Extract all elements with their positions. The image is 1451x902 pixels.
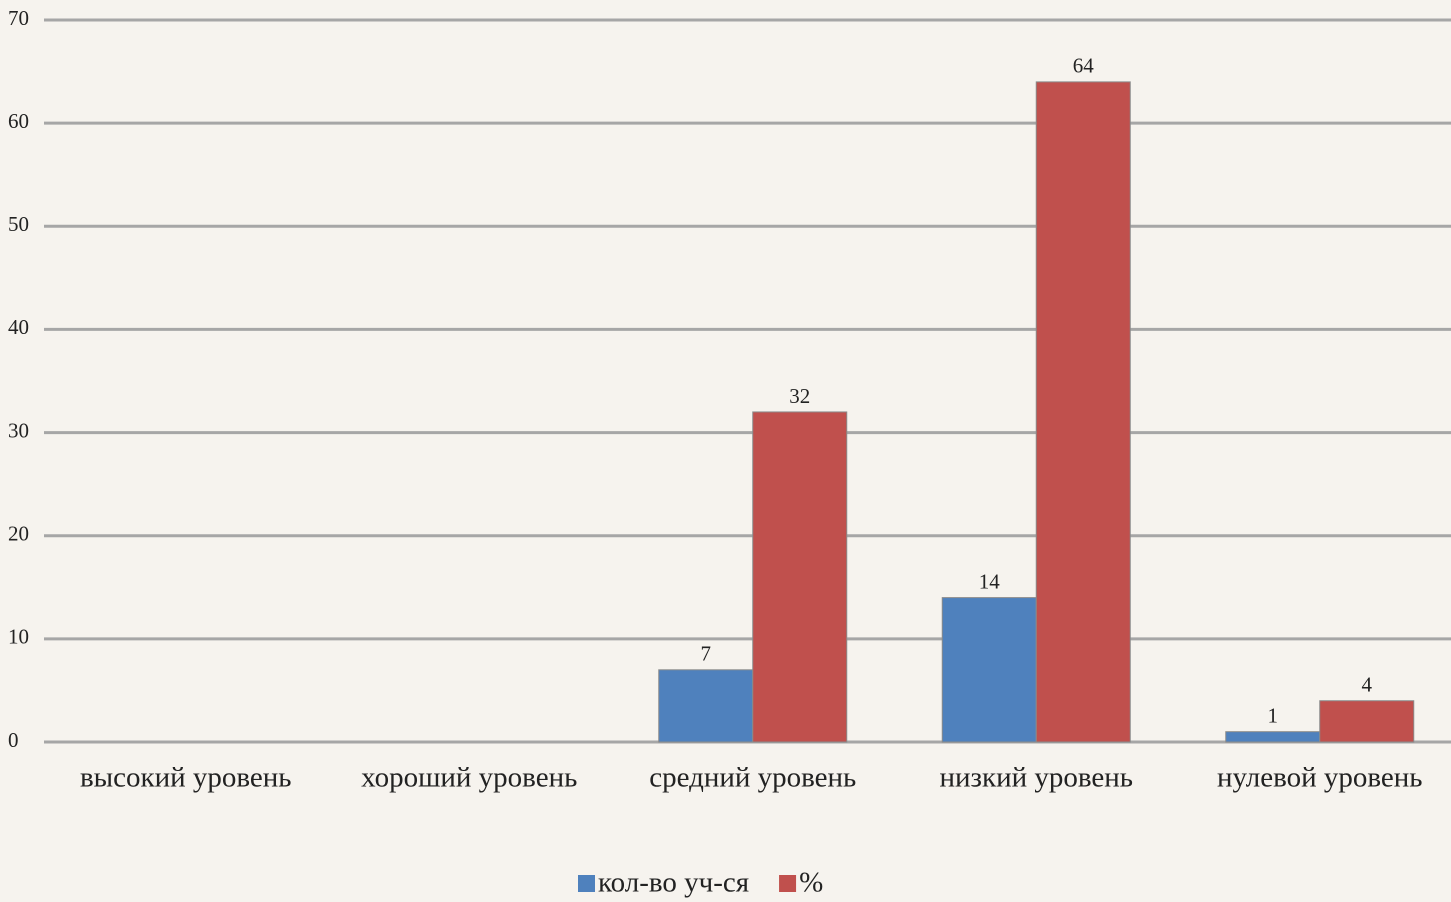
y-tick-label: 10: [8, 625, 29, 649]
x-tick-label: нулевой уровень: [1217, 762, 1423, 794]
bar: [941, 597, 1037, 743]
y-tick-label: 70: [8, 6, 29, 30]
x-tick-label: высокий уровень: [80, 762, 292, 794]
y-tick-label: 20: [8, 522, 29, 546]
bar: [1035, 81, 1131, 743]
x-tick-label: средний уровень: [649, 762, 856, 794]
bar: [1225, 731, 1321, 743]
legend-label: %: [799, 867, 823, 899]
value-label: 14: [979, 569, 1001, 593]
y-tick-label: 30: [8, 418, 29, 442]
y-tick-label: 40: [8, 315, 29, 339]
legend-label: кол-во уч-ся: [598, 867, 749, 899]
x-tick-label: низкий уровень: [939, 762, 1133, 794]
bar: [658, 669, 754, 743]
legend-swatch: [779, 875, 797, 892]
bar: [752, 411, 848, 743]
x-tick-label: хороший уровень: [361, 762, 577, 794]
value-label: 7: [701, 642, 712, 666]
value-label: 32: [789, 384, 810, 408]
y-tick-label: 60: [8, 109, 29, 133]
legend-swatch: [578, 875, 595, 892]
value-label: 1: [1268, 703, 1279, 727]
value-label: 64: [1073, 54, 1095, 78]
y-tick-label: 50: [8, 212, 29, 236]
y-tick-label: 0: [8, 728, 19, 752]
value-label: 4: [1362, 673, 1373, 697]
bar: [1319, 700, 1415, 743]
